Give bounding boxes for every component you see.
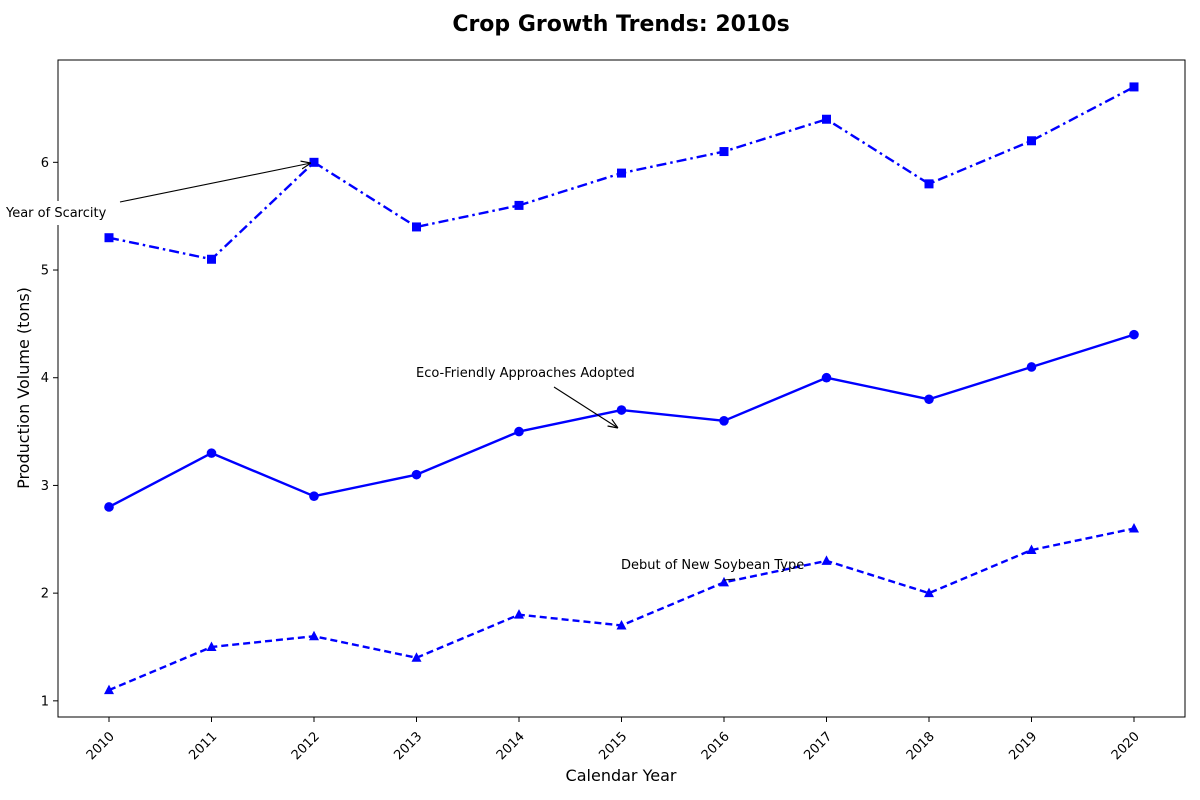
data-point-circle	[924, 394, 934, 405]
series-line	[108, 333, 1135, 509]
data-point-triangle	[514, 609, 524, 619]
y-tick-label: 1	[41, 694, 49, 709]
x-axis-label: Calendar Year	[566, 766, 677, 785]
data-point-square	[617, 168, 626, 178]
data-point-circle	[821, 372, 832, 383]
data-point-square	[207, 254, 216, 264]
x-tick-label: 2011	[186, 729, 220, 763]
series-2	[104, 523, 1139, 695]
y-tick-label: 4	[41, 371, 49, 386]
y-tick-label: 5	[41, 264, 49, 279]
x-tick-label: 2013	[391, 729, 425, 763]
data-point-square	[309, 157, 319, 167]
data-point-circle	[411, 469, 422, 480]
annotation-scarcity: Year of Scarcity	[4, 163, 311, 225]
data-point-square	[719, 147, 729, 157]
data-point-triangle	[821, 555, 832, 565]
data-point-triangle	[1026, 544, 1037, 555]
data-point-circle	[719, 416, 729, 426]
y-tick-label: 6	[41, 156, 49, 171]
data-point-triangle	[719, 576, 729, 587]
annotation-scarcity-text: Year of Scarcity	[5, 206, 107, 221]
data-point-square	[822, 114, 831, 124]
series-0	[104, 82, 1139, 264]
x-tick-label: 2017	[801, 729, 835, 763]
series-layer	[104, 82, 1139, 695]
series-line	[108, 527, 1135, 692]
y-axis-ticks: 1 2 3 4 5 6	[41, 156, 58, 709]
data-point-triangle	[104, 684, 114, 695]
annotation-eco-text: Eco-Friendly Approaches Adopted	[416, 366, 635, 381]
annotation-scarcity-arrow	[119, 163, 311, 203]
annotation-soybean-arrow	[723, 578, 736, 581]
data-point-circle	[1026, 362, 1037, 372]
data-point-square	[924, 179, 934, 189]
plot-frame	[57, 59, 1186, 718]
x-tick-label: 2015	[596, 729, 630, 763]
data-point-triangle	[411, 652, 422, 662]
series-1	[104, 329, 1139, 512]
x-tick-label: 2010	[84, 729, 118, 763]
data-point-circle	[1129, 329, 1139, 340]
x-axis-ticks: 2010 2011 2012 2013 2014 2015 2016 2017 2018 2019…	[84, 717, 1143, 763]
data-point-triangle	[206, 641, 217, 651]
data-point-square	[1027, 136, 1036, 146]
annotation-eco: Eco-Friendly Approaches Adopted	[416, 366, 635, 428]
data-point-circle	[104, 502, 114, 512]
annotation-scarcity-bg	[4, 201, 120, 225]
x-tick-label: 2020	[1109, 729, 1143, 763]
data-point-triangle	[309, 630, 319, 641]
data-point-triangle	[924, 587, 934, 598]
data-point-triangle	[1129, 523, 1139, 533]
data-point-circle	[206, 448, 217, 458]
data-point-circle	[514, 426, 524, 437]
x-tick-label: 2018	[904, 729, 938, 763]
x-tick-label: 2016	[699, 729, 733, 763]
annotation-soybean-text: Debut of New Soybean Type	[621, 558, 804, 573]
data-point-square	[514, 200, 524, 210]
data-point-square	[412, 222, 421, 232]
y-axis-label: Production Volume (tons)	[14, 287, 33, 489]
x-tick-label: 2012	[289, 729, 323, 763]
annotation-eco-arrow	[553, 386, 618, 428]
chart-title: Crop Growth Trends: 2010s	[452, 12, 789, 37]
x-tick-label: 2014	[494, 729, 528, 763]
data-point-square	[1129, 82, 1139, 92]
data-point-triangle	[616, 619, 627, 630]
data-point-circle	[309, 491, 319, 502]
y-tick-label: 2	[41, 587, 49, 602]
y-tick-label: 3	[41, 479, 49, 494]
annotation-soybean: Debut of New Soybean Type	[621, 558, 804, 581]
data-point-circle	[616, 405, 627, 415]
x-tick-label: 2019	[1006, 729, 1040, 763]
data-point-square	[104, 233, 114, 243]
